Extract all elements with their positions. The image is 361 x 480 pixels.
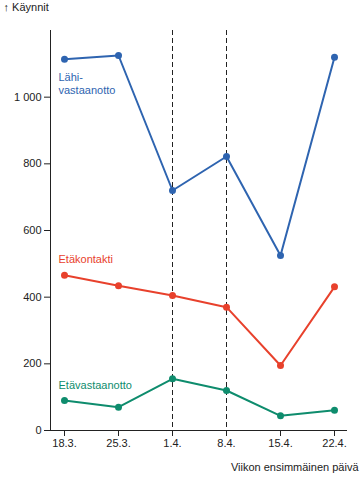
- svg-text:8.4.: 8.4.: [217, 437, 235, 449]
- svg-text:15.4.: 15.4.: [268, 437, 292, 449]
- svg-text:Etäkontakti: Etäkontakti: [59, 253, 113, 265]
- svg-text:25.3.: 25.3.: [106, 437, 130, 449]
- svg-text:1 000: 1 000: [14, 91, 42, 103]
- svg-text:200: 200: [23, 357, 41, 369]
- svg-text:400: 400: [23, 291, 41, 303]
- svg-text:↑ Käynnit: ↑ Käynnit: [4, 1, 49, 13]
- svg-text:Etävastaanotto: Etävastaanotto: [59, 379, 132, 391]
- svg-text:18.3.: 18.3.: [52, 437, 76, 449]
- svg-text:Viikon ensimmäinen päivä: Viikon ensimmäinen päivä: [231, 461, 359, 473]
- svg-text:Lähi-vastaanotto: Lähi-vastaanotto: [59, 71, 116, 96]
- svg-text:1.4.: 1.4.: [163, 437, 181, 449]
- svg-text:600: 600: [23, 224, 41, 236]
- svg-text:800: 800: [23, 157, 41, 169]
- svg-text:0: 0: [35, 424, 41, 436]
- svg-text:22.4.: 22.4.: [322, 437, 346, 449]
